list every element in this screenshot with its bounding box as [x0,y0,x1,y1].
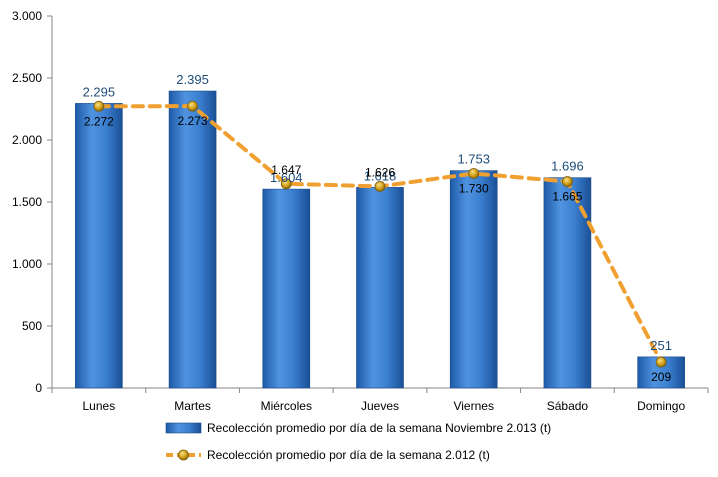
bar-data-label: 2.295 [83,84,116,99]
y-tick-label: 0 [35,381,42,395]
line-data-label: 2.272 [84,114,114,128]
x-tick-label: Jueves [361,399,399,413]
axes: 0 500 1.000 1.500 2.000 2.500 3.000 Lunes Martes… [12,9,709,413]
line-data-label: 1.626 [365,165,395,179]
x-tick-label: Viernes [453,399,493,413]
line-point [280,178,292,190]
y-tick-label: 500 [22,319,42,333]
line-series [93,100,667,368]
y-tick-label: 2.500 [12,71,42,85]
bar-data-label: 1.696 [551,159,584,174]
data-labels: 2.295 2.395 1.604 1.618 1.753 1.696 251 2.272 2.… [83,72,672,384]
line-data-label: 209 [651,370,671,384]
bar [449,170,498,389]
bar-data-label: 251 [650,338,672,353]
y-tick-label: 2.000 [12,133,42,147]
y-tick-label: 3.000 [12,9,42,23]
bar [75,103,123,389]
legend-bar-label: Recolección promedio por día de la seman… [207,421,551,435]
line-point [374,180,386,192]
x-tick-label: Lunes [83,399,116,413]
x-tick-label: Sábado [547,399,589,413]
line-point [562,176,573,187]
x-tick-label: Martes [174,399,211,413]
line-data-label: 2.273 [178,114,208,128]
bar-data-label: 1.604 [270,170,303,185]
legend-bar-swatch [165,422,202,434]
line-point [655,356,667,368]
line-point [93,100,105,112]
legend-line-marker [178,449,189,461]
y-tick-label: 1.000 [12,257,42,271]
bar-data-label: 1.753 [457,152,490,167]
x-tick-label: Miércoles [261,399,312,413]
line-data-label: 1.730 [459,181,489,195]
x-tick-label: Domingo [637,399,685,413]
y-tick-label: 1.500 [12,195,42,209]
bar [356,187,404,389]
line-data-label: 1.647 [271,163,301,177]
bar-data-label: 2.395 [176,72,209,87]
line-point [187,100,198,112]
bars [75,90,685,389]
bar [168,90,217,389]
legend: Recolección promedio por día de la seman… [165,421,551,462]
line-point [468,168,480,179]
bar [262,188,311,389]
bar-data-label: 1.618 [364,168,397,183]
legend-line-label: Recolección promedio por día de la seman… [207,448,490,462]
line-data-label: 1.665 [552,190,582,204]
